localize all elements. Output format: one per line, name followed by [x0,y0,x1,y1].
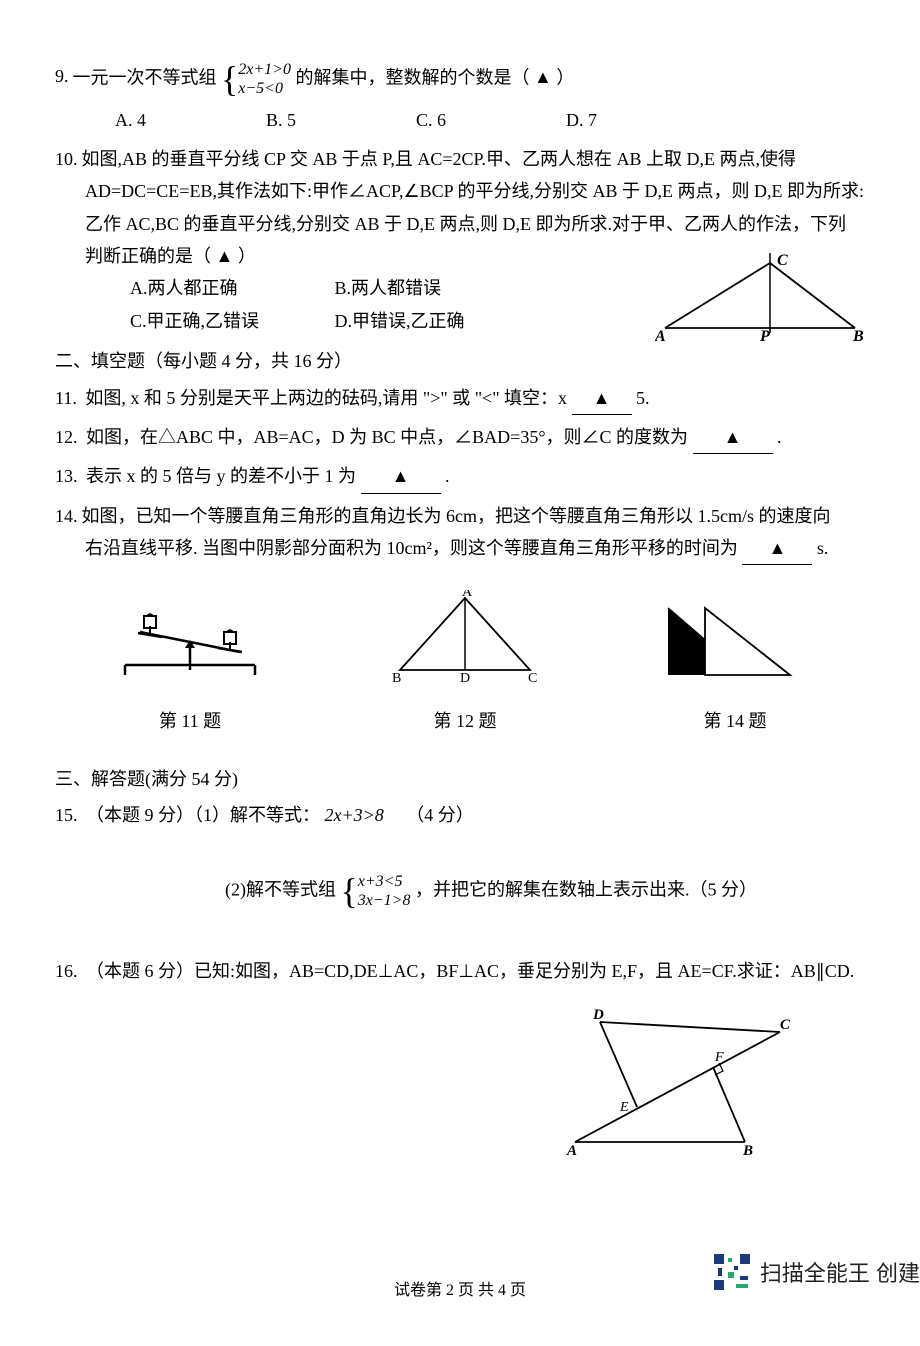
q12-number: 12. [55,427,78,447]
q15-ineq1: 2x+3>8 [325,805,384,825]
triangle-cpab-svg: A B C P [655,253,865,343]
label-c: C [528,671,537,685]
q9-text-before: 一元一次不等式组 [73,67,217,87]
label-a: A [655,328,666,343]
qr-icon [712,1252,752,1292]
figure-14: 第 14 题 [660,600,810,737]
brace-left: { [341,873,358,909]
question-15: 15. （本题 9 分）（1）解不等式： 2x+3>8 （4 分） [55,799,865,831]
q16-number: 16. [55,961,78,981]
q14-line1: 如图，已知一个等腰直角三角形的直角边长为 6cm，把这个等腰直角三角形以 1.5… [82,500,866,532]
label-b: B [392,671,401,685]
q15-part2: (2)解不等式组 { x+3<5 3x−1>8 ，并把它的解集在数轴上表示出来.… [225,872,865,910]
q9-opt-d: D. 7 [566,104,597,136]
label-f: F [714,1050,724,1065]
question-11: 11. 如图, x 和 5 分别是天平上两边的砝码,请用 ">" 或 "<" 填… [55,382,865,415]
triangle-abc-svg: A B C D [380,590,550,685]
q13-number: 13. [55,466,78,486]
q9-body: 一元一次不等式组 { 2x+1>0 x−5<0 的解集中，整数解的个数是（ ▲ … [73,60,866,98]
q11-text: 如图, x 和 5 分别是天平上两边的砝码,请用 ">" 或 "<" 填空：x [85,388,567,408]
brace-left: { [221,61,238,97]
q9-sys-line1: 2x+1>0 [238,60,291,79]
label-b: B [742,1143,753,1157]
q10-close: ） [238,246,256,266]
label-e: E [619,1100,629,1115]
fig11-caption: 第 11 题 [159,705,221,737]
q10-line3: 乙作 AC,BC 的垂直平分线,分别交 AB 于 D,E 两点,则 D,E 即为… [85,208,865,240]
q10-line2: AD=DC=CE=EB,其作法如下:甲作∠ACP,∠BCP 的平分线,分别交 A… [85,175,865,207]
label-b: B [852,328,864,343]
label-d: D [592,1007,604,1023]
balance-scale-svg [110,610,270,685]
q15-prefix: （本题 9 分）（1）解不等式： [86,805,320,825]
q9-text-after: 的解集中，整数解的个数是（ [295,67,529,87]
answer-blank: ▲ [693,421,773,454]
figures-row: 第 11 题 A B C D 第 12 题 第 14 题 [55,590,865,737]
q10-opt-c: C.甲正确,乙错误 [130,305,330,337]
q9-opt-c: C. 6 [416,104,446,136]
q15-number: 15. [55,805,78,825]
q9-number: 9. [55,60,69,92]
q10-figure: A B C P [655,253,865,353]
watermark-text: 扫描全能王 创建 [760,1256,920,1288]
label-a: A [566,1143,577,1157]
q10-opt-a: A.两人都正确 [130,272,330,304]
q15-part2-prefix: (2)解不等式组 [225,879,336,899]
q10-line1: 如图,AB 的垂直平分线 CP 交 AB 于点 P,且 AC=2CP.甲、乙两人… [82,143,866,175]
answer-placeholder: ▲ [216,240,234,272]
question-14: 14. 如图，已知一个等腰直角三角形的直角边长为 6cm，把这个等腰直角三角形以… [55,500,865,566]
q10-opt-b: B.两人都错误 [335,278,442,298]
question-10: 10. 如图,AB 的垂直平分线 CP 交 AB 于点 P,且 AC=2CP.甲… [55,143,865,337]
answer-blank: ▲ [361,460,441,493]
q9-sys-line2: x−5<0 [238,79,291,98]
q16-figure: D C A B E F [55,1007,795,1157]
q15-system: { x+3<5 3x−1>8 [341,872,411,910]
q14-line2: 右沿直线平移. 当图中阴影部分面积为 10cm²，则这个等腰直角三角形平移的时间… [85,532,865,565]
q13-text: 表示 x 的 5 倍与 y 的差不小于 1 为 [86,466,356,486]
q9-opt-b: B. 5 [266,104,296,136]
q9-close: ） [556,67,574,87]
question-9: 9. 一元一次不等式组 { 2x+1>0 x−5<0 的解集中，整数解的个数是（… [55,60,865,137]
answer-blank: ▲ [572,382,632,415]
question-12: 12. 如图，在△ABC 中，AB=AC，D 为 BC 中点，∠BAD=35°，… [55,421,865,454]
figure-12: A B C D 第 12 题 [380,590,550,737]
label-c: C [777,253,788,269]
q14-line2-after: s. [817,538,829,558]
section-3-header: 三、解答题(满分 54 分) [55,763,865,795]
scanner-watermark: 扫描全能王 创建 [712,1252,920,1292]
q9-options: A. 4 B. 5 C. 6 D. 7 [115,104,865,136]
q9-opt-a: A. 4 [115,104,146,136]
q15-sys-line1: x+3<5 [358,872,411,891]
q12-after: . [777,427,782,447]
q15-sys-line2: 3x−1>8 [358,891,411,910]
label-c: C [780,1017,791,1033]
fig12-caption: 第 12 题 [434,705,497,737]
q10-number: 10. [55,143,78,175]
answer-placeholder: ▲ [534,61,552,93]
label-d: D [460,671,470,685]
q15-points1: （4 分） [406,805,474,825]
q13-after: . [445,466,450,486]
fig14-caption: 第 14 题 [704,705,767,737]
figure-11: 第 11 题 [110,610,270,737]
q10-opt-d: D.甲错误,乙正确 [335,311,465,331]
crossed-triangles-svg: D C A B E F [565,1007,795,1157]
q14-line2-before: 右沿直线平移. 当图中阴影部分面积为 10cm²，则这个等腰直角三角形平移的时间… [85,538,738,558]
q12-text: 如图，在△ABC 中，AB=AC，D 为 BC 中点，∠BAD=35°，则∠C … [86,427,688,447]
q14-number: 14. [55,500,78,532]
q16-text: （本题 6 分）已知:如图，AB=CD,DE⊥AC，BF⊥AC，垂足分别为 E,… [86,961,854,981]
q11-number: 11. [55,388,77,408]
question-13: 13. 表示 x 的 5 倍与 y 的差不小于 1 为 ▲ . [55,460,865,493]
label-a: A [462,590,473,600]
q15-part2-suffix: ，并把它的解集在数轴上表示出来.（5 分） [415,879,757,899]
question-16: 16. （本题 6 分）已知:如图，AB=CD,DE⊥AC，BF⊥AC，垂足分别… [55,955,865,987]
label-p: P [759,328,770,343]
q9-system: { 2x+1>0 x−5<0 [221,60,291,98]
exam-page: 9. 一元一次不等式组 { 2x+1>0 x−5<0 的解集中，整数解的个数是（… [0,0,920,1346]
q11-after: 5. [636,388,650,408]
q10-line4: 判断正确的是（ [85,246,211,266]
translation-svg [660,600,810,685]
answer-blank: ▲ [742,532,812,565]
